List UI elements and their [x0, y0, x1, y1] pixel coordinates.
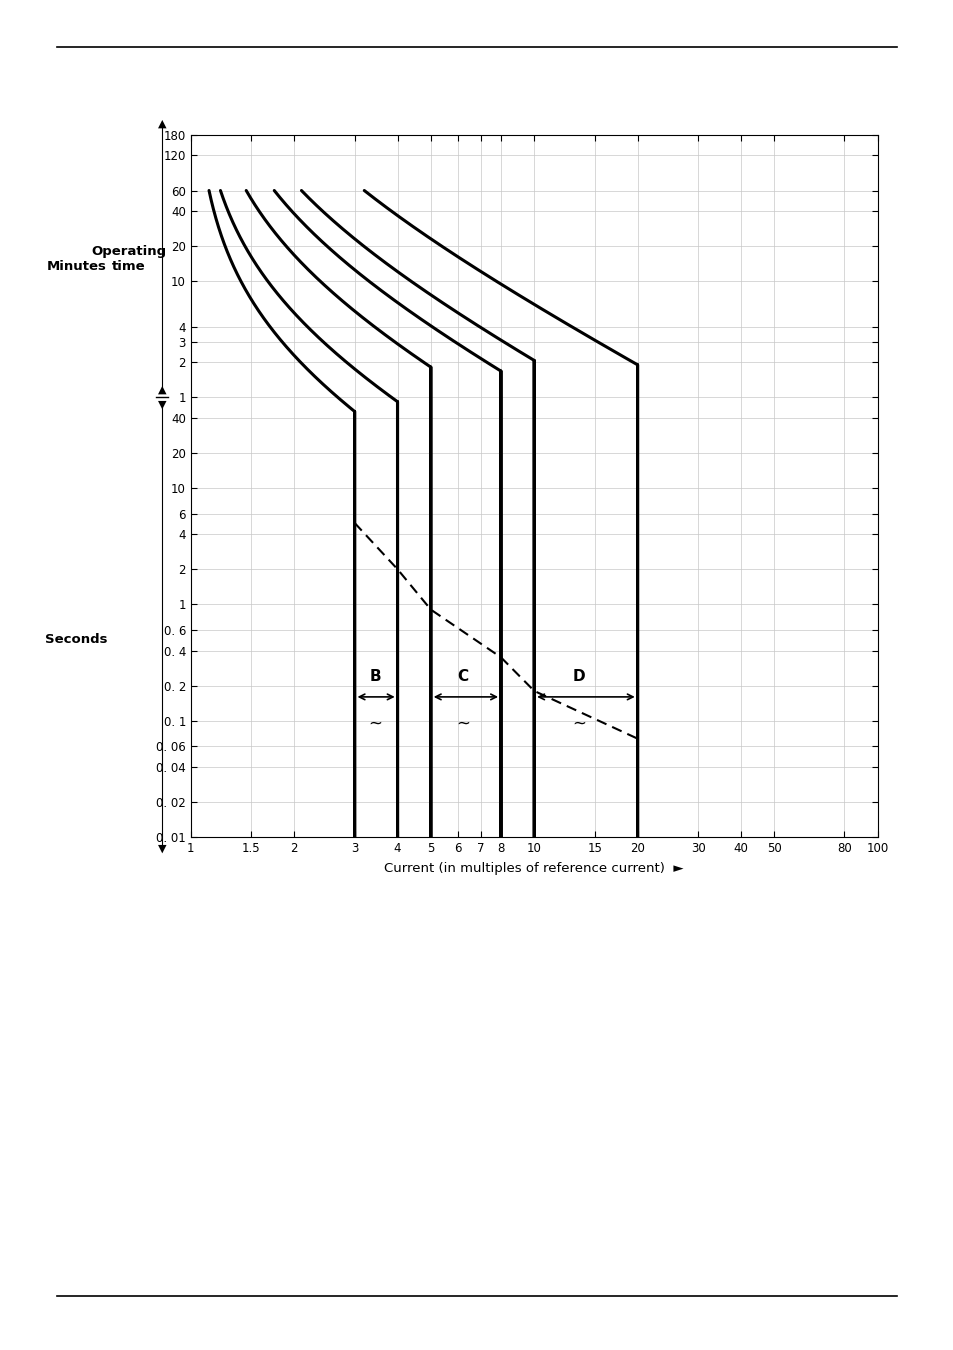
Text: Operating
time: Operating time — [91, 246, 166, 274]
Text: Minutes: Minutes — [47, 259, 106, 273]
Text: ▲: ▲ — [158, 119, 166, 128]
Text: ▼: ▼ — [158, 400, 166, 410]
Text: ~: ~ — [572, 714, 585, 732]
X-axis label: Current (in multiples of reference current)  ►: Current (in multiples of reference curre… — [384, 861, 683, 875]
Text: Seconds: Seconds — [45, 633, 108, 645]
Text: ▲: ▲ — [158, 385, 166, 394]
Text: B: B — [370, 668, 381, 683]
Text: C: C — [456, 668, 468, 683]
Text: ▼: ▼ — [158, 844, 166, 853]
Text: ~: ~ — [368, 714, 382, 732]
Text: D: D — [572, 668, 585, 683]
Text: ~: ~ — [456, 714, 470, 732]
